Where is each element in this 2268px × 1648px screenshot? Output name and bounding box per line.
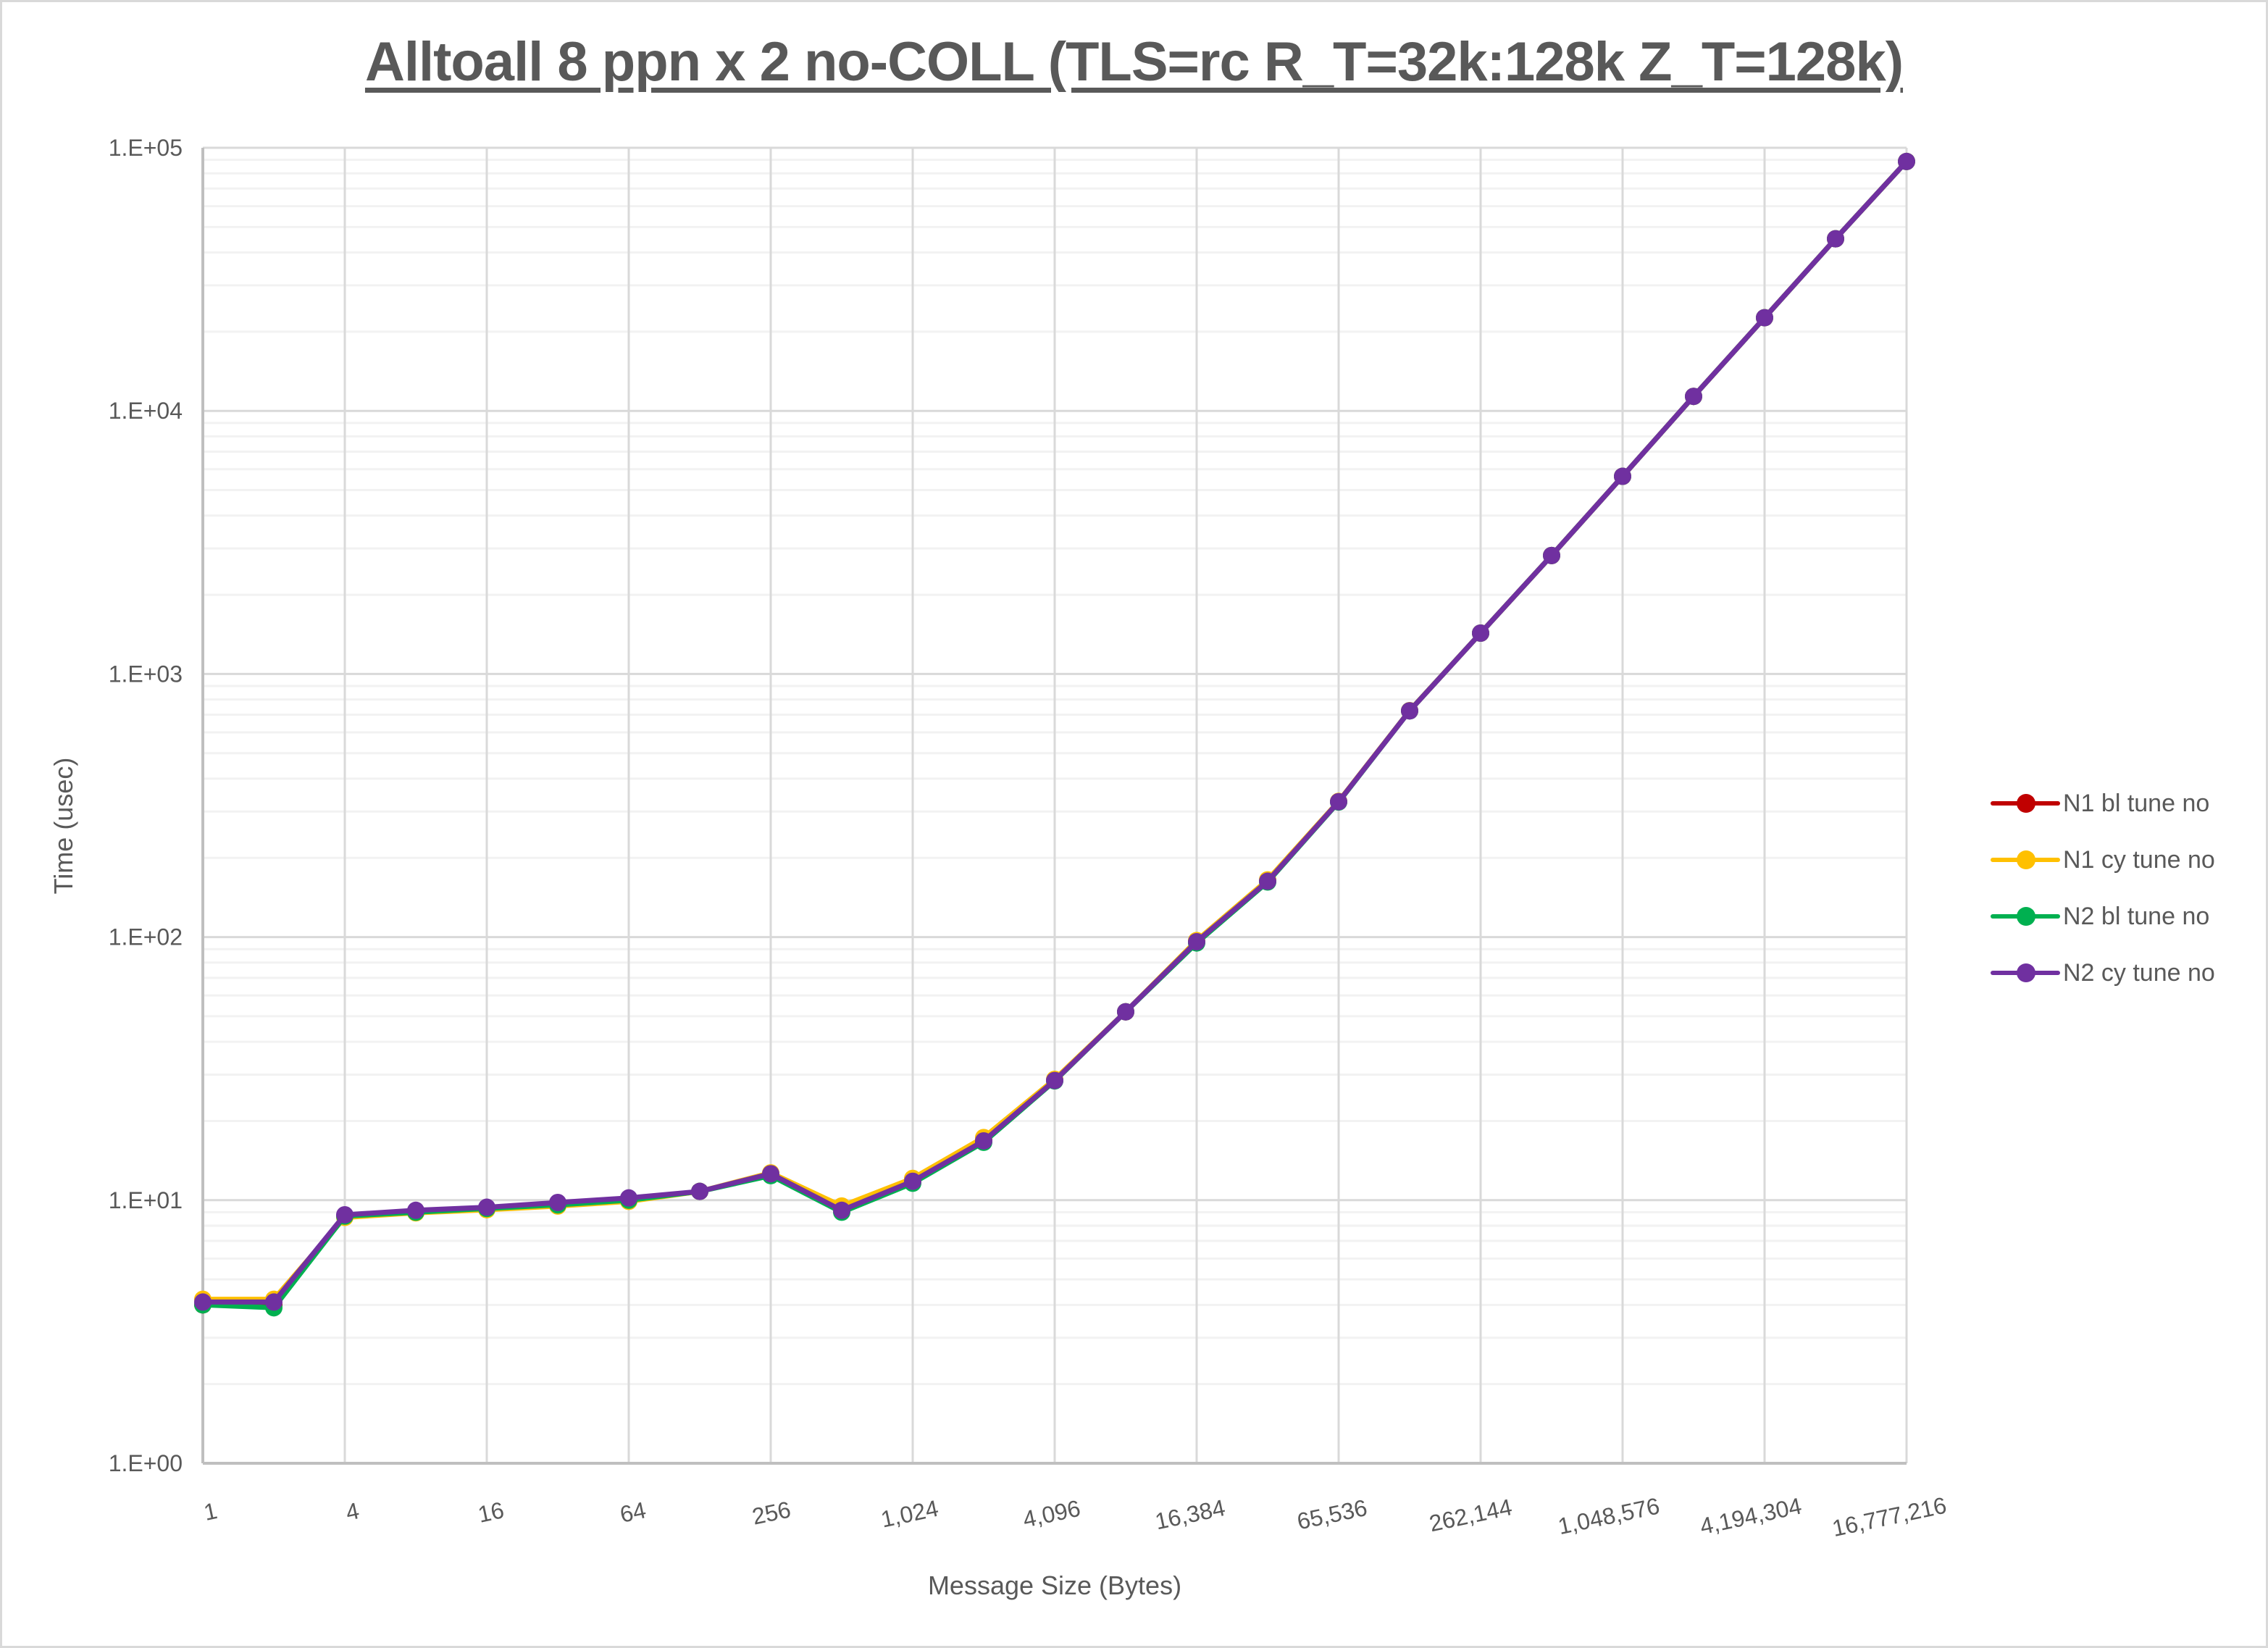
line-marker-icon [1991,792,2060,814]
data-point-marker[interactable] [1188,933,1205,951]
y-tick-label: 1.E+01 [109,1187,183,1213]
data-point-marker[interactable] [1756,309,1773,327]
x-tick-label: 4 [343,1497,361,1526]
data-point-marker[interactable] [478,1198,495,1216]
data-point-marker[interactable] [975,1132,992,1150]
data-point-marker[interactable] [1330,792,1347,811]
y-tick-label: 1.E+03 [109,661,183,687]
data-point-marker[interactable] [407,1201,424,1219]
legend-item-n1-bl[interactable]: N1 bl tune no [1991,775,2215,832]
y-axis-title: Time (usec) [49,757,78,895]
x-tick-label: 16 [476,1497,506,1528]
x-tick-label: 16,384 [1152,1494,1227,1535]
data-point-marker[interactable] [1614,467,1631,485]
y-tick-label: 1.E+02 [109,924,183,950]
line-marker-icon [1991,962,2060,984]
y-tick-label: 1.E+04 [109,398,183,424]
x-tick-label: 4,096 [1021,1495,1083,1533]
data-point-marker[interactable] [265,1293,283,1311]
data-series [194,152,1915,1317]
y-axis-tick-labels: 1.E+00 1.E+01 1.E+02 1.E+03 1.E+04 1.E+05 [109,135,183,1476]
data-point-marker[interactable] [1401,702,1418,720]
data-point-marker[interactable] [336,1205,353,1224]
data-point-marker[interactable] [1827,230,1844,248]
data-point-marker[interactable] [904,1172,921,1190]
data-point-marker[interactable] [1898,152,1915,170]
x-axis-title: Message Size (Bytes) [927,1570,1182,1600]
x-tick-label: 256 [750,1496,793,1529]
x-tick-label: 16,777,216 [1830,1492,1949,1542]
x-tick-label: 65,536 [1294,1494,1369,1535]
major-gridlines [203,146,1908,1465]
data-point-marker[interactable] [620,1189,637,1207]
legend-label: N1 cy tune no [2063,845,2215,874]
axes [201,148,1907,1465]
data-point-marker[interactable] [691,1182,708,1200]
x-tick-label: 1 [201,1497,219,1526]
legend-label: N2 bl tune no [2063,902,2210,930]
legend-label: N1 bl tune no [2063,789,2210,817]
x-tick-label: 1,024 [879,1495,941,1533]
data-point-marker[interactable] [1117,1003,1134,1021]
x-tick-label: 64 [618,1497,648,1528]
line-marker-icon [1991,849,2060,871]
y-tick-label: 1.E+05 [109,135,183,161]
data-point-marker[interactable] [549,1193,566,1211]
legend-item-n1-cy[interactable]: N1 cy tune no [1991,832,2215,888]
data-point-marker[interactable] [762,1165,779,1183]
legend-item-n2-bl[interactable]: N2 bl tune no [1991,888,2215,945]
x-tick-label: 262,144 [1427,1494,1515,1536]
data-point-marker[interactable] [1685,388,1702,406]
data-point-marker[interactable] [833,1201,850,1219]
data-point-marker[interactable] [194,1293,212,1311]
legend: N1 bl tune no N1 cy tune no N2 bl tune n… [1991,775,2215,1001]
data-point-marker[interactable] [1259,872,1276,890]
series-n2-cy-tune-no [194,152,1915,1311]
data-point-marker[interactable] [1543,546,1560,564]
x-tick-label: 1,048,576 [1556,1492,1662,1539]
data-point-marker[interactable] [1046,1071,1063,1089]
legend-label: N2 cy tune no [2063,958,2215,987]
y-tick-label: 1.E+00 [109,1450,183,1476]
legend-item-n2-cy[interactable]: N2 cy tune no [1991,945,2215,1001]
chart-title: Alltoall 8 ppn x 2 no-COLL (TLS=rc R_T=3… [364,31,1904,93]
line-marker-icon [1991,905,2060,927]
x-tick-label: 4,194,304 [1698,1492,1804,1539]
data-point-marker[interactable] [1472,624,1489,642]
x-axis-tick-labels: 1 4 16 64 256 1,024 4,096 16,384 65,536 262,144 1,… [201,1492,1949,1542]
